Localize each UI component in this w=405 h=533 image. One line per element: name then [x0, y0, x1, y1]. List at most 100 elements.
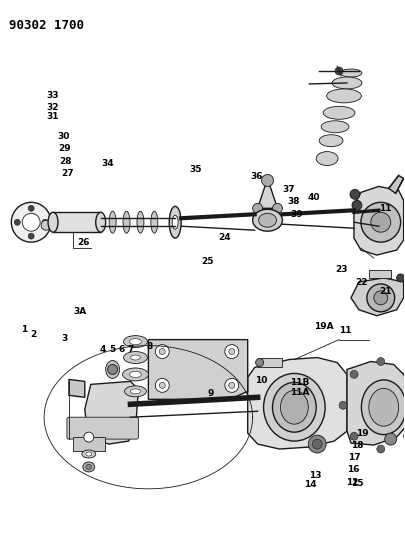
Ellipse shape [316, 151, 338, 166]
Circle shape [156, 378, 169, 392]
Ellipse shape [130, 389, 141, 394]
Text: 11: 11 [339, 326, 352, 335]
Ellipse shape [125, 386, 146, 397]
Ellipse shape [124, 336, 147, 348]
Text: 31: 31 [47, 112, 59, 122]
Text: 32: 32 [47, 103, 59, 112]
FancyBboxPatch shape [67, 417, 139, 439]
Circle shape [225, 345, 239, 359]
Text: 29: 29 [58, 144, 71, 154]
Circle shape [377, 358, 385, 366]
Text: 3A: 3A [73, 306, 86, 316]
Ellipse shape [264, 374, 325, 441]
Polygon shape [69, 379, 85, 397]
Text: 5: 5 [109, 345, 115, 354]
Polygon shape [389, 175, 404, 193]
Text: 21: 21 [379, 287, 392, 296]
Text: 11: 11 [379, 204, 392, 213]
Ellipse shape [169, 206, 181, 238]
Ellipse shape [327, 89, 361, 103]
Circle shape [159, 349, 165, 354]
Circle shape [396, 274, 405, 282]
Circle shape [385, 433, 396, 445]
Text: 4: 4 [100, 345, 106, 354]
Circle shape [403, 432, 405, 440]
Text: 35: 35 [190, 166, 202, 174]
Circle shape [350, 189, 360, 199]
Text: 15: 15 [351, 479, 364, 488]
Text: 14: 14 [304, 480, 316, 489]
Circle shape [156, 345, 169, 359]
Circle shape [367, 284, 395, 312]
Ellipse shape [332, 77, 362, 89]
Ellipse shape [151, 211, 158, 233]
Text: 1: 1 [21, 325, 27, 334]
Text: 23: 23 [335, 265, 348, 273]
Ellipse shape [109, 211, 116, 233]
Ellipse shape [321, 121, 349, 133]
Circle shape [14, 219, 20, 225]
Circle shape [11, 203, 51, 242]
Text: 10: 10 [255, 376, 267, 385]
Ellipse shape [369, 389, 399, 426]
Text: 26: 26 [77, 238, 90, 247]
Circle shape [22, 213, 40, 231]
Polygon shape [351, 278, 404, 316]
Bar [73, 437, 104, 451]
Text: 17: 17 [348, 453, 361, 462]
Ellipse shape [130, 338, 141, 345]
Bar [258, 358, 282, 367]
Text: 24: 24 [219, 233, 231, 242]
Text: 16: 16 [347, 465, 360, 473]
Polygon shape [148, 340, 248, 399]
Ellipse shape [48, 212, 58, 232]
Polygon shape [354, 187, 404, 255]
Ellipse shape [273, 382, 316, 432]
Ellipse shape [86, 464, 92, 470]
Circle shape [225, 378, 239, 392]
Text: 18: 18 [351, 441, 364, 450]
Ellipse shape [253, 209, 282, 231]
Text: 33: 33 [47, 91, 59, 100]
Text: 34: 34 [101, 159, 114, 167]
Text: 38: 38 [288, 197, 300, 206]
Circle shape [312, 439, 322, 449]
Circle shape [256, 359, 264, 367]
Circle shape [374, 291, 388, 305]
Circle shape [229, 382, 235, 389]
Ellipse shape [83, 462, 95, 472]
Text: 8: 8 [146, 342, 152, 351]
Circle shape [108, 365, 117, 375]
Ellipse shape [130, 372, 141, 377]
Ellipse shape [96, 212, 106, 232]
Circle shape [335, 67, 343, 75]
Circle shape [350, 370, 358, 378]
Circle shape [84, 432, 94, 442]
Circle shape [41, 220, 51, 230]
Text: 27: 27 [61, 169, 74, 178]
Circle shape [361, 203, 401, 242]
Text: 25: 25 [202, 257, 214, 265]
Ellipse shape [361, 380, 405, 434]
Circle shape [229, 349, 235, 354]
Bar [53, 212, 101, 232]
Ellipse shape [340, 69, 362, 77]
Ellipse shape [280, 390, 308, 424]
Text: 11A: 11A [290, 388, 310, 397]
Ellipse shape [123, 368, 148, 381]
Polygon shape [248, 358, 347, 449]
Text: 90302 1700: 90302 1700 [9, 19, 84, 33]
Ellipse shape [259, 213, 277, 227]
Circle shape [350, 432, 358, 440]
Text: 7: 7 [127, 345, 133, 354]
Polygon shape [85, 382, 139, 444]
Text: 9: 9 [207, 389, 214, 398]
Text: 40: 40 [308, 193, 320, 202]
Circle shape [159, 382, 165, 389]
Ellipse shape [137, 211, 144, 233]
Text: 36: 36 [251, 172, 263, 181]
Circle shape [403, 370, 405, 378]
Text: 6: 6 [118, 345, 124, 354]
Bar [369, 270, 391, 278]
Polygon shape [347, 361, 405, 445]
